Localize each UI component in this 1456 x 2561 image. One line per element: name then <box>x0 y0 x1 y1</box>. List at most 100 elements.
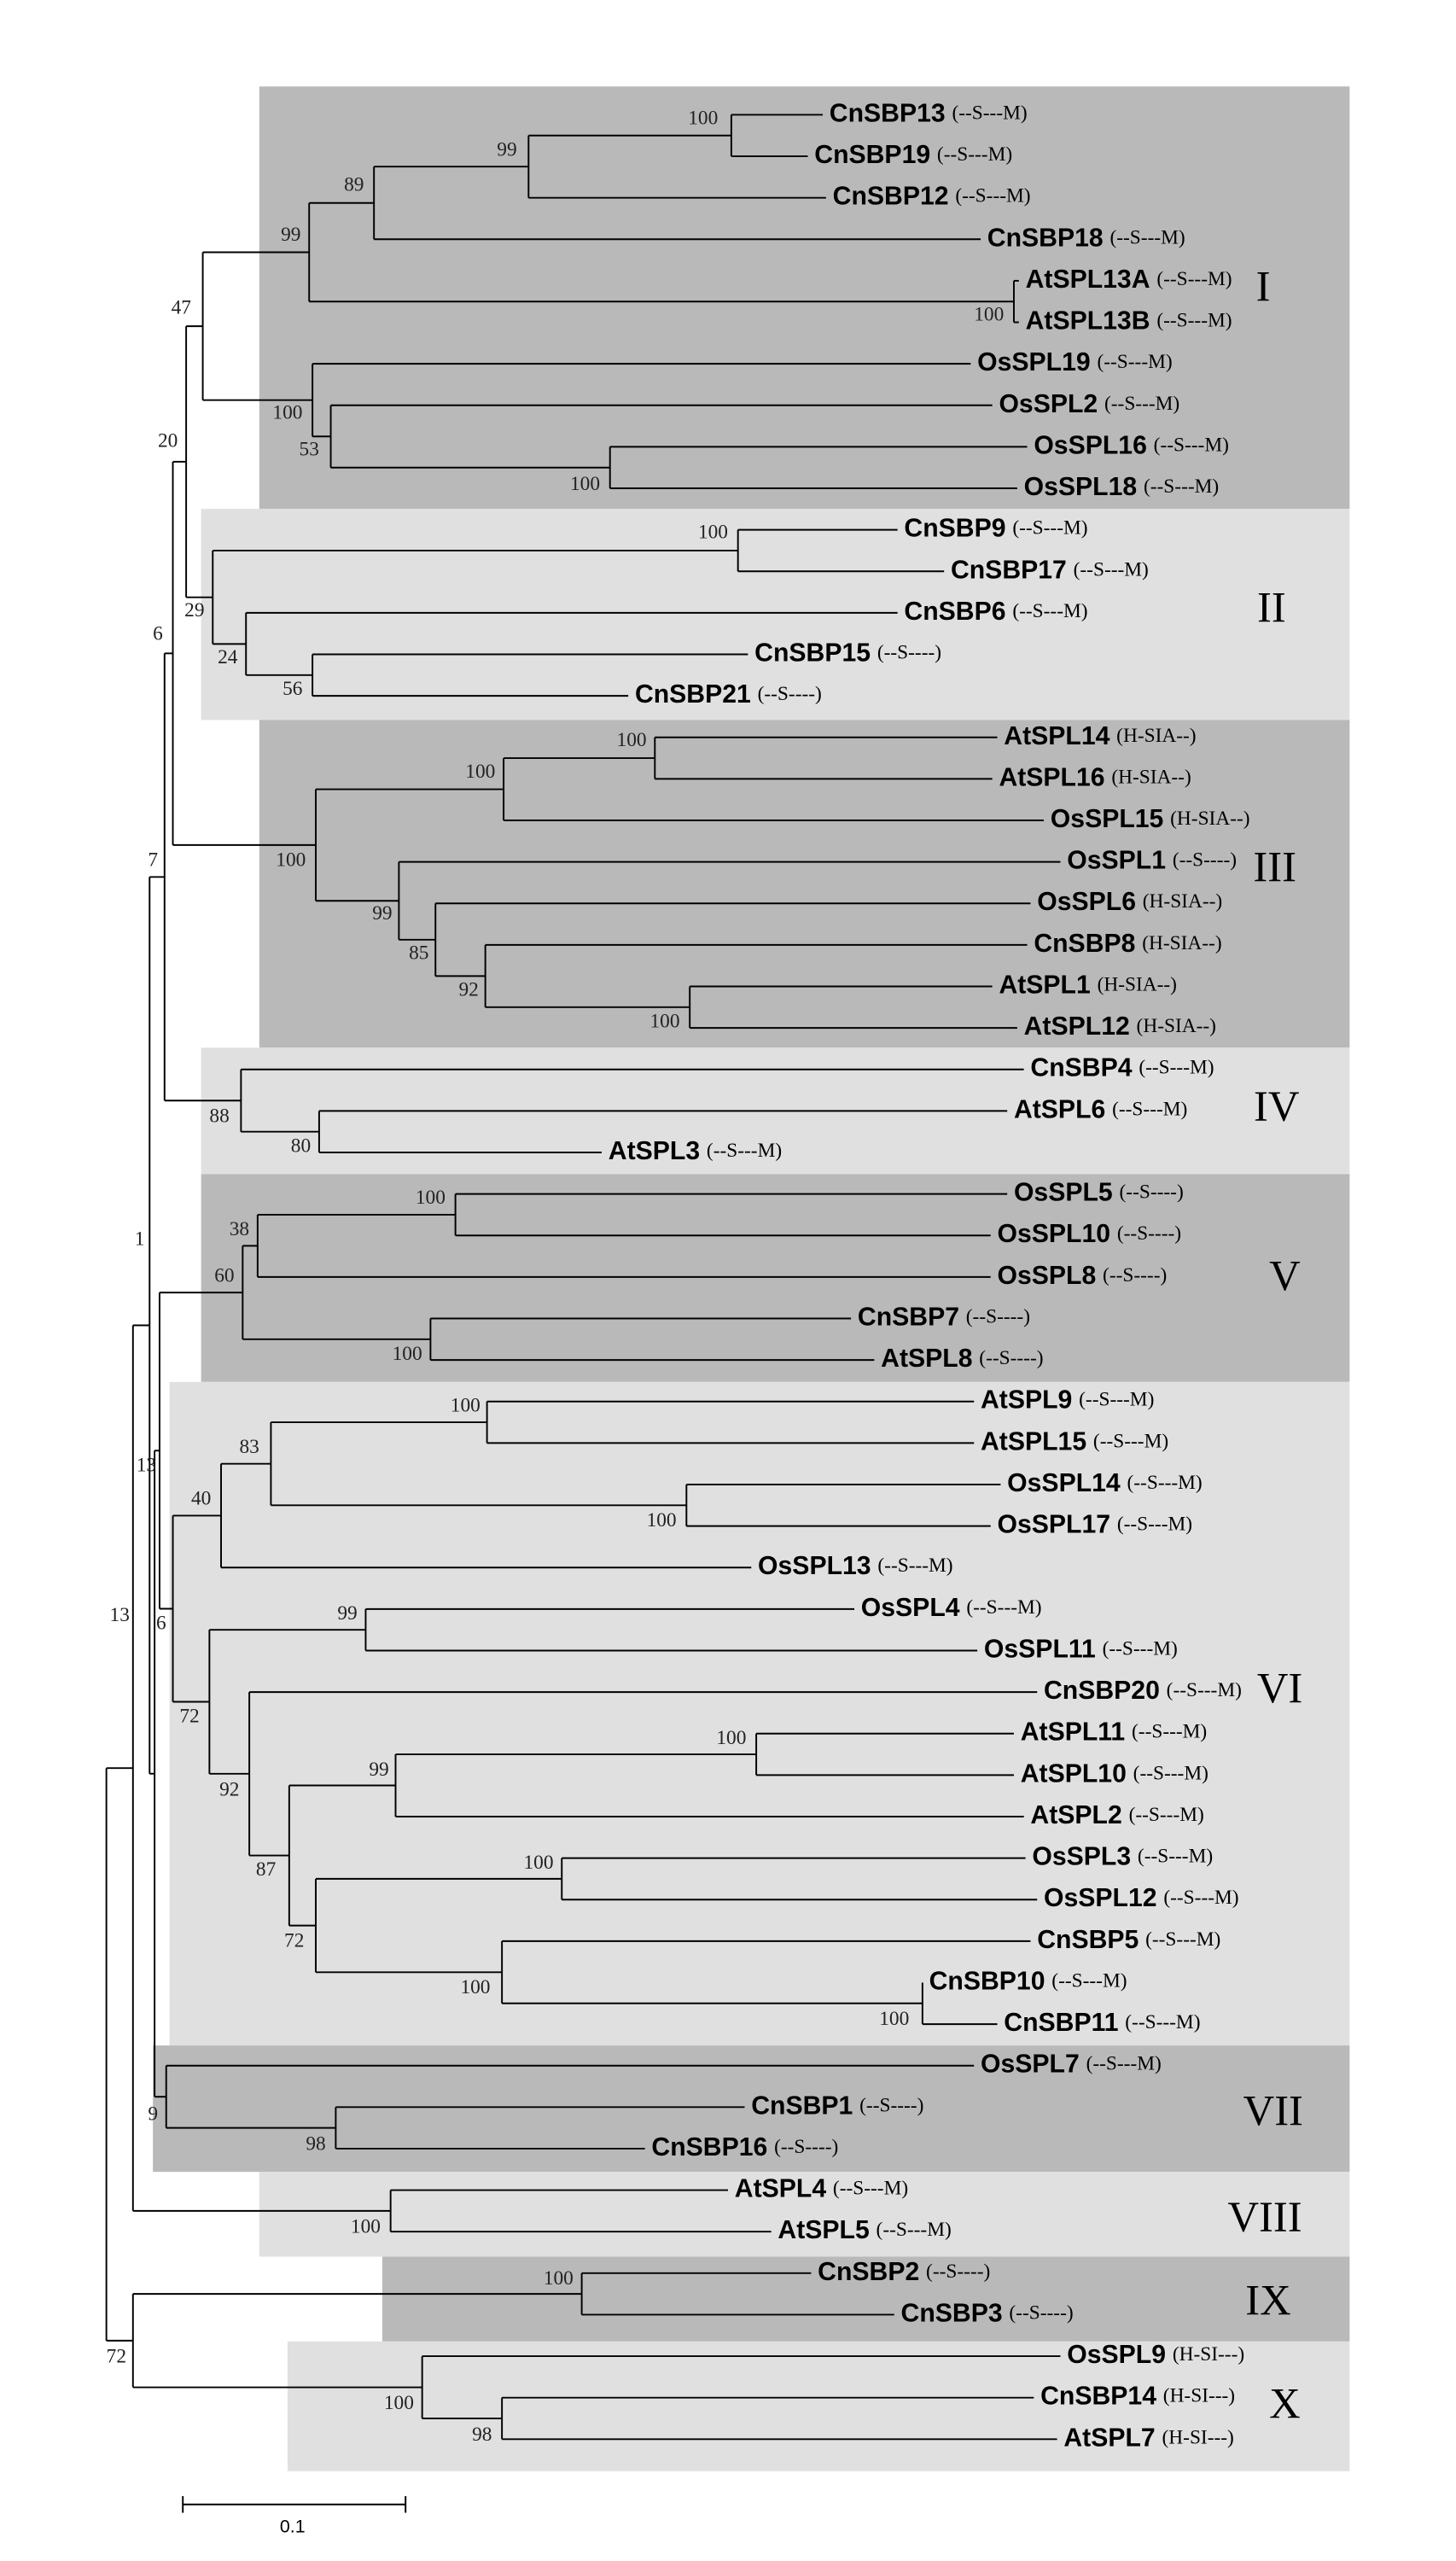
taxon-name: OsSPL7 <box>981 2051 1080 2079</box>
taxon-name: CnSBP3 <box>901 2299 1003 2327</box>
leaf-label: CnSBP10 (--S---M) <box>929 1967 1127 1995</box>
bootstrap-value: 7 <box>148 849 158 871</box>
leaf-label: AtSPL4 (--S---M) <box>735 2175 908 2203</box>
bootstrap-value: 13 <box>137 1455 156 1477</box>
bootstrap-value: 99 <box>337 1602 357 1625</box>
taxon-name: OsSPL2 <box>999 390 1098 418</box>
motif: (--S---M) <box>952 102 1027 125</box>
leaf-label: OsSPL18 (--S---M) <box>1024 473 1220 501</box>
clade-box <box>201 1174 1350 1382</box>
motif: (--S----) <box>1009 2302 1073 2325</box>
taxon-name: AtSPL6 <box>1014 1095 1105 1123</box>
motif: (--S---M) <box>877 1555 952 1578</box>
taxon-name: OsSPL10 <box>997 1220 1110 1248</box>
leaf-label: AtSPL12 (H-SIA--) <box>1024 1012 1216 1041</box>
leaf-label: AtSPL8 (--S----) <box>881 1345 1043 1373</box>
bootstrap-value: 100 <box>384 2392 414 2414</box>
bootstrap-value: 80 <box>291 1135 311 1158</box>
leaf-label: CnSBP21 (--S----) <box>635 680 822 709</box>
clade-label: III <box>1253 843 1296 890</box>
bootstrap-value: 9 <box>148 2103 158 2125</box>
bootstrap-value: 92 <box>459 978 479 1000</box>
motif: (--S---M) <box>1167 1679 1242 1701</box>
clade-label: II <box>1257 584 1286 632</box>
taxon-name: CnSBP1 <box>751 2091 853 2120</box>
leaf-label: AtSPL2 (--S---M) <box>1030 1801 1203 1829</box>
motif: (--S----) <box>758 684 822 706</box>
motif: (--S---M) <box>1139 1057 1214 1079</box>
motif: (--S---M) <box>1079 1389 1154 1411</box>
leaf-label: OsSPL8 (--S----) <box>997 1262 1167 1290</box>
taxon-name: OsSPL8 <box>997 1262 1096 1290</box>
motif: (--S----) <box>1117 1223 1181 1245</box>
bootstrap-value: 53 <box>300 438 319 460</box>
motif: (--S---M) <box>955 185 1030 207</box>
bootstrap-value: 99 <box>372 902 392 925</box>
clade-box <box>287 2341 1350 2471</box>
bootstrap-value: 24 <box>218 646 238 668</box>
motif: (--S---M) <box>937 143 1012 166</box>
motif: (--S----) <box>1103 1264 1167 1286</box>
motif: (--S---M) <box>833 2178 908 2200</box>
leaf-label: CnSBP16 (--S----) <box>651 2133 838 2161</box>
taxon-name: CnSBP6 <box>904 598 1005 626</box>
motif: (H-SIA--) <box>1111 767 1191 789</box>
taxon-name: OsSPL1 <box>1067 847 1166 875</box>
motif: (--S---M) <box>1145 1928 1220 1951</box>
leaf-label: CnSBP8 (H-SIA--) <box>1034 930 1221 958</box>
bootstrap-value: 99 <box>497 139 516 161</box>
motif: (--S---M) <box>1117 1514 1192 1536</box>
motif: (H-SIA--) <box>1137 1015 1216 1037</box>
leaf-label: OsSPL6 (H-SIA--) <box>1037 888 1222 916</box>
leaf-label: OsSPL12 (--S---M) <box>1044 1884 1239 1912</box>
motif: (--S---M) <box>1144 475 1219 498</box>
leaf-label: CnSBP1 (--S----) <box>751 2091 923 2120</box>
leaf-label: CnSBP20 (--S---M) <box>1044 1677 1242 1705</box>
taxon-name: OsSPL12 <box>1044 1884 1157 1912</box>
motif: (H-SI---) <box>1173 2343 1244 2366</box>
motif: (--S----) <box>1173 849 1237 872</box>
motif: (--S---M) <box>707 1140 782 1162</box>
clade-label: V <box>1269 1252 1301 1300</box>
bootstrap-value: 87 <box>256 1858 276 1881</box>
leaf-label: AtSPL15 (--S---M) <box>981 1427 1168 1456</box>
bootstrap-value: 100 <box>698 522 728 544</box>
motif: (--S----) <box>774 2136 838 2158</box>
clade-label: VIII <box>1227 2193 1302 2241</box>
bootstrap-value: 47 <box>172 297 191 319</box>
leaf-label: OsSPL15 (H-SIA--) <box>1051 805 1250 833</box>
bootstrap-value: 72 <box>179 1706 199 1728</box>
bootstrap-value: 98 <box>306 2132 325 2155</box>
taxon-name: OsSPL4 <box>861 1594 960 1622</box>
taxon-name: CnSBP10 <box>929 1967 1045 1995</box>
taxon-name: CnSBP9 <box>904 515 1005 543</box>
leaf-label: OsSPL14 (--S---M) <box>1007 1469 1203 1497</box>
motif: (--S---M) <box>1097 352 1172 374</box>
clade-label: IX <box>1245 2277 1290 2325</box>
leaf-label: AtSPL10 (--S---M) <box>1021 1759 1208 1788</box>
clade-label: IV <box>1254 1082 1299 1130</box>
bootstrap-value: 100 <box>570 473 600 495</box>
bootstrap-value: 83 <box>239 1436 259 1458</box>
leaf-label: CnSBP15 (--S----) <box>754 639 941 667</box>
taxon-name: OsSPL16 <box>1034 431 1147 459</box>
motif: (--S----) <box>966 1306 1030 1328</box>
leaf-label: AtSPL3 (--S---M) <box>609 1137 782 1165</box>
taxon-name: AtSPL4 <box>735 2175 827 2203</box>
leaf-label: CnSBP6 (--S---M) <box>904 598 1087 626</box>
leaf-label: CnSBP13 (--S---M) <box>830 99 1028 127</box>
taxon-name: AtSPL10 <box>1021 1759 1127 1788</box>
taxon-name: OsSPL11 <box>984 1635 1096 1663</box>
motif: (--S---M) <box>1156 310 1232 332</box>
taxon-name: AtSPL1 <box>999 971 1090 999</box>
motif: (--S----) <box>979 1347 1043 1369</box>
leaf-label: OsSPL11 (--S---M) <box>984 1635 1178 1663</box>
bootstrap-value: 13 <box>110 1604 130 1626</box>
clade-label: VI <box>1257 1665 1302 1712</box>
leaf-label: AtSPL9 (--S---M) <box>981 1386 1154 1415</box>
bootstrap-value: 100 <box>465 761 495 783</box>
leaf-label: AtSPL6 (--S---M) <box>1014 1095 1187 1123</box>
leaf-label: OsSPL7 (--S---M) <box>981 2051 1162 2079</box>
leaf-label: OsSPL13 (--S---M) <box>758 1552 953 1580</box>
bootstrap-value: 100 <box>276 849 306 871</box>
